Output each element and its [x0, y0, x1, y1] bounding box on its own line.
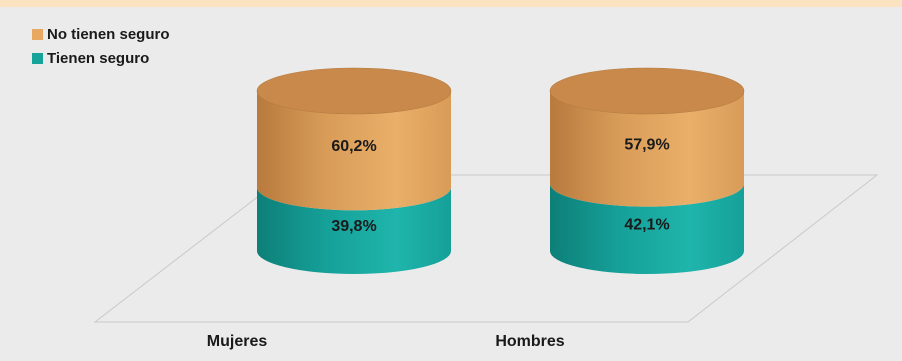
- bar-mujeres-tienen-seguro: [257, 187, 451, 274]
- legend-item-no-tienen-seguro: No tienen seguro: [32, 22, 170, 46]
- bar-hombres-no-tienen-seguro: [550, 91, 744, 207]
- data-label-mujeres-tienen-seguro: 39,8%: [331, 218, 376, 235]
- bar-mujeres-no-tienen-seguro: [257, 91, 451, 211]
- legend-label-no-tienen-seguro: No tienen seguro: [47, 25, 170, 43]
- top-band: [0, 0, 902, 7]
- data-label-hombres-no-tienen-seguro: 57,9%: [624, 136, 669, 153]
- category-label-hombres: Hombres: [495, 333, 564, 350]
- legend-item-tienen-seguro: Tienen seguro: [32, 46, 170, 70]
- bar-hombres-tienen-seguro: [550, 183, 744, 274]
- bar-hombres-top-cap: [549, 67, 745, 115]
- data-label-hombres-tienen-seguro: 42,1%: [624, 216, 669, 233]
- bar-mujeres-top-cap: [256, 67, 452, 115]
- data-label-mujeres-no-tienen-seguro: 60,2%: [331, 138, 376, 155]
- legend-swatch-tienen-seguro: [32, 52, 43, 64]
- legend-swatch-no-tienen-seguro: [32, 28, 43, 40]
- legend: No tienen seguro Tienen seguro: [32, 22, 170, 70]
- plot-floor: [93, 174, 879, 323]
- legend-label-tienen-seguro: Tienen seguro: [47, 49, 150, 67]
- category-label-mujeres: Mujeres: [207, 333, 268, 350]
